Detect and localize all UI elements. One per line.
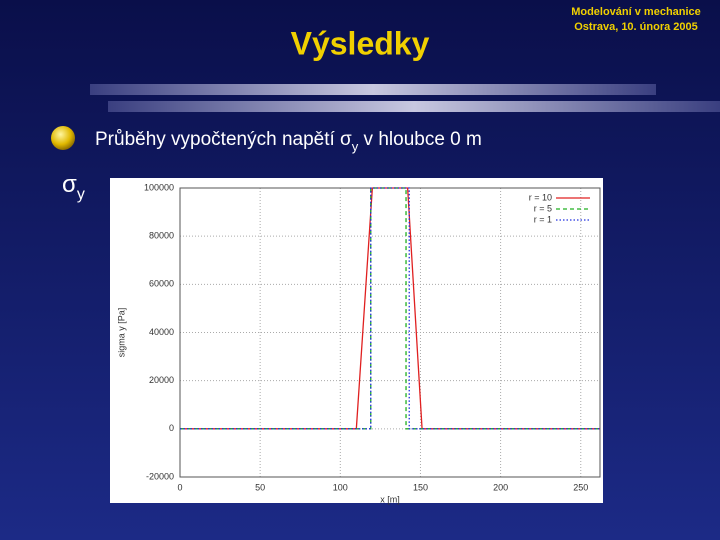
chart-panel [110, 178, 603, 503]
y-axis-label: sigma y [Pa] [116, 308, 126, 358]
x-axis-label: x [m] [380, 494, 400, 504]
decor-bar [90, 84, 656, 95]
bullet-icon [51, 126, 75, 150]
x-tick-label: 50 [255, 482, 265, 492]
y-tick-label: 60000 [149, 279, 174, 289]
y-tick-label: 20000 [149, 375, 174, 385]
legend-label: r = 1 [534, 214, 552, 224]
text: σ [62, 171, 77, 198]
y-tick-label: 100000 [144, 182, 174, 192]
slide-title: Výsledky [291, 25, 430, 61]
text: v hloubce 0 m [358, 129, 482, 150]
y-tick-label: 0 [169, 423, 174, 433]
bullet-text: Průběhy vypočtených napětí σy v hloubce … [95, 129, 482, 154]
x-tick-label: 200 [493, 482, 508, 492]
header: Ostrava, 10. února 2005 [574, 21, 698, 33]
y-tick-label: -20000 [146, 471, 174, 481]
side-label: σy [62, 171, 85, 203]
header: Modelování v mechanice [571, 6, 701, 18]
text: Průběhy vypočtených napětí σ [95, 129, 352, 150]
subscript: y [352, 139, 359, 154]
series-line [180, 187, 600, 430]
legend-label: r = 10 [529, 192, 552, 202]
y-tick-label: 40000 [149, 327, 174, 337]
y-tick-label: 80000 [149, 231, 174, 241]
legend-label: r = 5 [534, 203, 552, 213]
x-tick-label: 150 [413, 482, 428, 492]
subscript: y [77, 186, 85, 203]
x-tick-label: 250 [573, 482, 588, 492]
x-tick-label: 0 [177, 482, 182, 492]
x-tick-label: 100 [333, 482, 348, 492]
decor-bar [108, 101, 720, 112]
